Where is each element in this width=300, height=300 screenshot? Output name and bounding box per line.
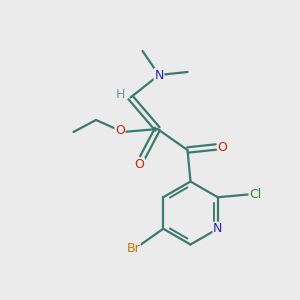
Text: Cl: Cl: [249, 188, 261, 201]
Text: N: N: [154, 68, 164, 82]
Text: N: N: [213, 222, 223, 235]
Text: H: H: [115, 88, 125, 101]
Text: Br: Br: [126, 242, 140, 255]
Text: O: O: [115, 124, 125, 137]
Text: O: O: [218, 140, 227, 154]
Text: O: O: [135, 158, 144, 172]
